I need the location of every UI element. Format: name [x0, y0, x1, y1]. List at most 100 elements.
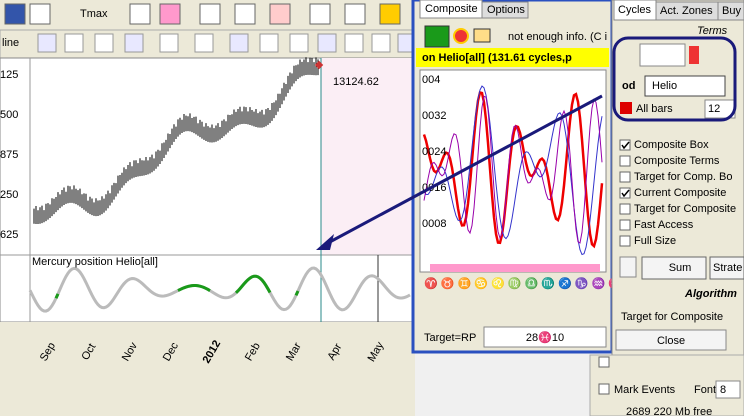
strategy-button[interactable]	[709, 256, 744, 280]
checkbox[interactable]	[598, 356, 610, 368]
strategy-label[interactable]: Strate	[713, 262, 742, 274]
checkbox[interactable]	[619, 139, 631, 151]
sum-button[interactable]	[641, 256, 707, 280]
icon[interactable]	[29, 3, 51, 25]
option-label: Fast Access	[634, 219, 694, 231]
option-label: Composite Box	[634, 139, 709, 151]
close-button[interactable]	[615, 329, 727, 351]
options: Composite Box Composite Terms Target for C…	[619, 139, 736, 247]
font-size: 8	[720, 384, 726, 396]
icon[interactable]	[317, 33, 337, 53]
option-label: Current Composite	[634, 187, 726, 199]
checkbox[interactable]	[619, 155, 631, 167]
icon[interactable]	[159, 3, 181, 25]
icon[interactable]	[259, 33, 279, 53]
small-button[interactable]	[619, 256, 637, 278]
remove-button[interactable]	[689, 46, 699, 64]
composite-purple	[423, 95, 603, 244]
checkmark	[621, 189, 630, 198]
icon[interactable]	[159, 33, 179, 53]
system-value: Helio	[652, 80, 677, 92]
target-box[interactable]	[483, 326, 607, 348]
terms: Terms	[697, 25, 728, 37]
line-button[interactable]: line	[2, 37, 19, 49]
system-select[interactable]	[644, 75, 726, 97]
planet-select[interactable]	[639, 43, 686, 67]
zones	[430, 264, 600, 272]
tab-label[interactable]: Options	[487, 4, 525, 16]
toolbar-icons	[4, 3, 417, 53]
arrow	[325, 94, 603, 246]
tab-label[interactable]: Composite	[425, 3, 478, 15]
y-tick-label: 0032	[422, 110, 446, 122]
icon[interactable]	[129, 3, 151, 25]
y-tick-label: 500	[0, 109, 18, 121]
icon[interactable]	[194, 33, 214, 53]
y-labels: 125 500 875 250 625	[0, 69, 18, 241]
checkbox[interactable]	[619, 171, 631, 183]
price-label: 13124.62	[333, 76, 379, 88]
price-marker	[314, 60, 324, 70]
icon[interactable]	[309, 3, 331, 25]
icon[interactable]	[344, 3, 366, 25]
highlight-box	[612, 36, 737, 122]
option-label: Target for Composite	[634, 203, 736, 215]
banner: on Helio[all] (131.61 cycles,p	[422, 52, 572, 64]
checkmark	[621, 141, 630, 150]
tab-label[interactable]: Cycles	[618, 4, 652, 16]
mark-events: Mark Events	[614, 384, 676, 396]
font-label: Font	[694, 384, 716, 396]
icon[interactable]	[124, 33, 144, 53]
checkbox[interactable]	[619, 219, 631, 231]
tab-label[interactable]: Buy	[722, 5, 741, 17]
icon[interactable]	[37, 33, 57, 53]
y-tick-label: 0008	[422, 218, 446, 230]
target-composite: Target for Composite	[621, 311, 723, 323]
option-label: Full Size	[634, 235, 676, 247]
y-tick-label: 625	[0, 229, 18, 241]
composite-chart	[419, 69, 607, 273]
indicator-title: Mercury position Helio[all]	[32, 256, 158, 268]
tab[interactable]	[481, 1, 529, 19]
icon[interactable]	[234, 3, 256, 25]
target-value: 28♓10	[526, 331, 564, 344]
icon[interactable]	[371, 33, 391, 53]
icon[interactable]	[344, 33, 364, 53]
icon[interactable]	[4, 3, 26, 25]
bars-color[interactable]	[620, 102, 632, 114]
algorithm: Algorithm	[684, 288, 737, 300]
icon[interactable]	[94, 33, 114, 53]
icon[interactable]	[199, 3, 221, 25]
zodiac-row: ♈ ♉ ♊ ♋ ♌ ♍ ♎ ♏ ♐ ♑ ♒ ♓ ♈ ♉	[424, 277, 656, 290]
arrow-head	[316, 234, 334, 250]
indicator-gray	[28, 266, 411, 313]
composite-red	[422, 90, 604, 249]
y-tick-label: 875	[0, 149, 18, 161]
y-tick-label: 004	[422, 74, 440, 86]
tmax-button[interactable]: Tmax	[80, 8, 108, 20]
open-button[interactable]	[473, 28, 491, 43]
checkbox[interactable]	[598, 383, 610, 395]
run-button[interactable]	[424, 25, 450, 48]
icon[interactable]	[229, 33, 249, 53]
status: not enough info. (C i	[508, 31, 607, 43]
tab[interactable]	[717, 1, 744, 21]
banner-bg	[416, 48, 609, 67]
stop-button[interactable]	[453, 28, 469, 44]
checkbox[interactable]	[619, 203, 631, 215]
option-label: Composite Terms	[634, 155, 720, 167]
font-box[interactable]	[715, 380, 741, 399]
sum-label[interactable]: Sum	[669, 262, 692, 274]
close-label[interactable]: Close	[657, 335, 685, 347]
checkbox[interactable]	[619, 187, 631, 199]
tab-label[interactable]: Act. Zones	[660, 5, 713, 17]
icon[interactable]	[379, 3, 401, 25]
icon[interactable]	[289, 33, 309, 53]
y-tick-label: 125	[0, 69, 18, 81]
checkbox[interactable]	[619, 235, 631, 247]
icon[interactable]	[269, 3, 291, 25]
icon[interactable]	[64, 33, 84, 53]
y-tick-label: 0024	[422, 146, 446, 158]
